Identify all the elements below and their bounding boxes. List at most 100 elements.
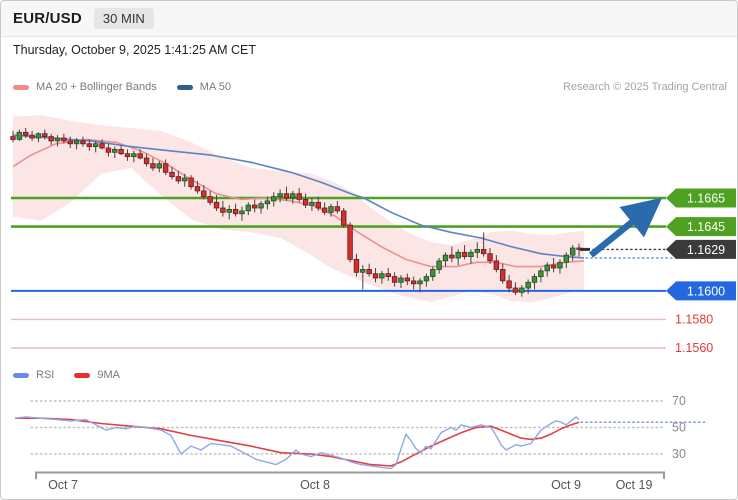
legend-label-rsi: RSI [36,369,55,381]
candles [10,128,582,297]
candle-body [455,251,461,259]
candle-body [550,264,557,269]
candle-body [73,140,80,145]
x-axis-label: Oct 7 [48,478,78,492]
timeframe-badge: 30 MIN [93,8,154,29]
candle-body [563,254,570,263]
research-credit: Research © 2025 Trading Central [562,81,727,93]
ma50-swatch-icon [176,84,193,90]
candle-body [16,131,23,140]
candle-body [417,280,423,285]
candle-body [143,157,150,165]
price-label-tag [666,239,736,259]
candle-body [474,248,480,253]
candle-body [131,153,137,157]
ma50-line [12,134,585,259]
candle-body [430,268,436,277]
main-chart-legend: MA 20 + Bollinger Bands MA 50 Research ©… [13,81,727,93]
candle-body [315,201,321,209]
candle-body [226,208,232,213]
candle-body [296,193,302,200]
candle-body [525,281,531,289]
rsi-9ma-swatch-icon [74,372,91,378]
candle-body [500,268,506,282]
candle-body [538,270,544,277]
candle-body [512,287,519,293]
chart-header: EUR/USD 30 MIN [1,1,737,37]
candle-body [207,196,213,203]
minor-level-label: 1.1580 [675,313,713,327]
x-axis-label: Oct 8 [300,478,330,492]
candle-body [245,204,252,212]
candle-body [468,251,474,258]
price-label-tag [666,281,736,301]
candle-body [23,131,29,136]
price-label-tag [666,217,736,237]
legend-item-9ma: 9MA [74,369,120,381]
candle-body [309,201,315,206]
candle-body [544,264,550,272]
candle-body [150,163,156,169]
candle-body [61,137,67,142]
candle-body [347,224,353,260]
candle-body [442,254,449,262]
candle-body [42,133,48,137]
price-label-text: 1.1645 [687,220,725,234]
rsi-grid-label: 50 [672,421,686,435]
candle-body [569,247,576,256]
legend-item-bollinger: MA 20 + Bollinger Bands [13,81,157,93]
candle-body [360,268,366,273]
candle-body [404,277,411,282]
candle-body [48,136,54,142]
candle-body [372,273,379,279]
rsi-legend: RSI 9MA [13,369,727,381]
rsi-grid-label: 70 [672,394,686,408]
price-label-tag [666,188,736,208]
candle-body [334,206,341,212]
candle-body [271,196,277,202]
candle-body [175,176,182,182]
up-arrow [588,197,663,258]
candle-body [169,171,175,178]
candle-body [557,261,563,269]
candle-body [194,186,201,192]
candle-body [341,210,347,226]
bollinger-band-area [13,115,584,303]
price-label-text: 1.1600 [687,284,725,298]
candle-body [124,153,131,157]
candle-body [258,203,264,209]
legend-item-ma50: MA 50 [176,81,231,93]
price-label-text: 1.1629 [687,243,725,257]
candle-body [35,133,42,139]
candle-body [366,268,372,275]
candle-body [519,287,525,293]
candle-body [449,254,455,259]
legend-label-9ma: 9MA [97,369,120,381]
candle-body [182,177,188,182]
rsi-9ma-line [15,417,580,467]
candle-body [461,251,468,258]
candle-body [480,248,487,255]
candle-body [156,163,162,169]
candle-body [531,276,538,283]
candle-body [353,258,360,273]
x-axis-label: Oct 19 [616,478,653,492]
candle-body [379,273,385,279]
candle-body [220,207,226,213]
candle-body [239,210,245,215]
candle-body [410,280,417,285]
symbol-title: EUR/USD [13,10,82,27]
candle-body [213,201,220,209]
candle-body [493,260,500,270]
price-label-text: 1.1665 [687,191,725,205]
candle-body [302,198,309,206]
candle-body [398,277,404,283]
rsi-grid-label: 30 [672,447,686,461]
candle-body [283,193,290,199]
candle-body [487,253,493,262]
rsi-line [14,416,580,470]
x-axis-line [35,471,665,479]
candle-body [188,177,194,188]
legend-label-ma50: MA 50 [199,81,231,93]
